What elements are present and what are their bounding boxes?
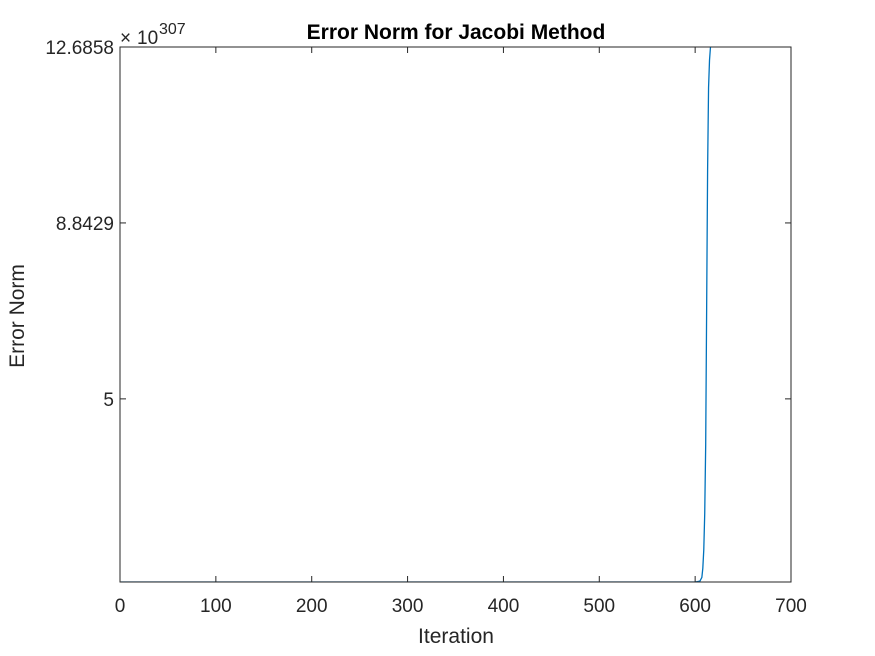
x-tick-label: 500 xyxy=(583,596,615,617)
chart-title: Error Norm for Jacobi Method xyxy=(307,21,606,44)
y-axis-label: Error Norm xyxy=(6,264,29,368)
y-tick-label: 5 xyxy=(103,390,114,411)
x-tick-label: 400 xyxy=(488,596,520,617)
series-group xyxy=(120,46,712,582)
y-axis-ticks: 5 8.8429 12.6858 xyxy=(45,38,791,411)
axes-box xyxy=(119,46,792,583)
y-tick-label: 8.8429 xyxy=(56,214,114,235)
x-tick-label: 100 xyxy=(200,596,232,617)
axes-frame xyxy=(119,46,792,583)
y-axis-exponent-base: 10 xyxy=(137,28,158,49)
y-axis-exponent-power: 307 xyxy=(159,21,186,38)
x-tick-label: 700 xyxy=(775,596,807,617)
y-axis-exponent: × 10 307 xyxy=(120,21,186,49)
x-axis-label: Iteration xyxy=(418,625,494,648)
x-tick-label: 0 xyxy=(115,596,126,617)
y-axis-exponent-prefix: × xyxy=(120,28,131,49)
x-tick-label: 300 xyxy=(392,596,424,617)
x-axis-ticks: 0 100 200 300 400 500 600 700 xyxy=(115,47,807,617)
y-tick-label: 12.6858 xyxy=(45,38,114,59)
x-tick-label: 200 xyxy=(296,596,328,617)
plot-area xyxy=(120,47,791,582)
x-tick-label: 600 xyxy=(679,596,711,617)
series-line-0 xyxy=(120,46,712,582)
